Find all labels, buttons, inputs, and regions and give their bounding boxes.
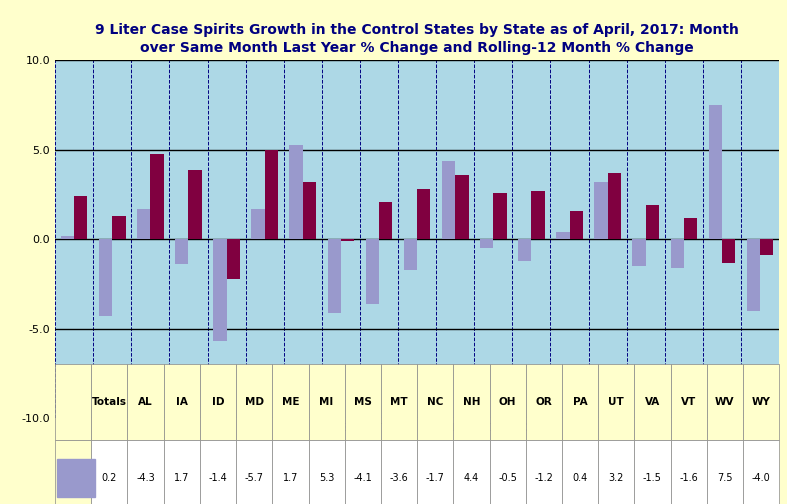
Bar bbox=[264, 150, 278, 239]
Bar bbox=[417, 190, 430, 239]
Bar bbox=[150, 154, 164, 239]
Bar bbox=[760, 239, 774, 256]
Bar bbox=[137, 209, 150, 239]
Bar bbox=[556, 232, 570, 239]
Bar bbox=[518, 239, 531, 261]
Bar bbox=[213, 239, 227, 341]
Bar bbox=[227, 239, 240, 279]
Bar bbox=[646, 206, 659, 239]
Bar bbox=[570, 211, 583, 239]
Bar bbox=[608, 173, 621, 239]
Bar bbox=[708, 105, 722, 239]
Bar bbox=[493, 193, 507, 239]
Bar bbox=[480, 239, 493, 248]
Bar bbox=[251, 209, 264, 239]
Bar bbox=[188, 170, 201, 239]
Bar bbox=[671, 239, 684, 268]
Bar bbox=[113, 216, 126, 239]
Bar bbox=[404, 239, 417, 270]
Bar bbox=[366, 239, 379, 304]
Bar bbox=[531, 191, 545, 239]
Bar bbox=[74, 197, 87, 239]
Bar bbox=[747, 239, 760, 311]
Bar bbox=[379, 202, 393, 239]
Bar bbox=[176, 239, 188, 265]
Title: 9 Liter Case Spirits Growth in the Control States by State as of April, 2017: Mo: 9 Liter Case Spirits Growth in the Contr… bbox=[95, 23, 739, 55]
Bar bbox=[633, 239, 646, 266]
Bar bbox=[442, 161, 455, 239]
Bar bbox=[341, 239, 354, 241]
Bar bbox=[722, 239, 735, 263]
Bar bbox=[303, 182, 316, 239]
Bar bbox=[327, 239, 341, 313]
Bar bbox=[99, 239, 113, 317]
Bar bbox=[455, 175, 468, 239]
Bar bbox=[594, 182, 608, 239]
Bar bbox=[684, 218, 697, 239]
Bar bbox=[61, 236, 74, 239]
Bar bbox=[290, 145, 303, 239]
